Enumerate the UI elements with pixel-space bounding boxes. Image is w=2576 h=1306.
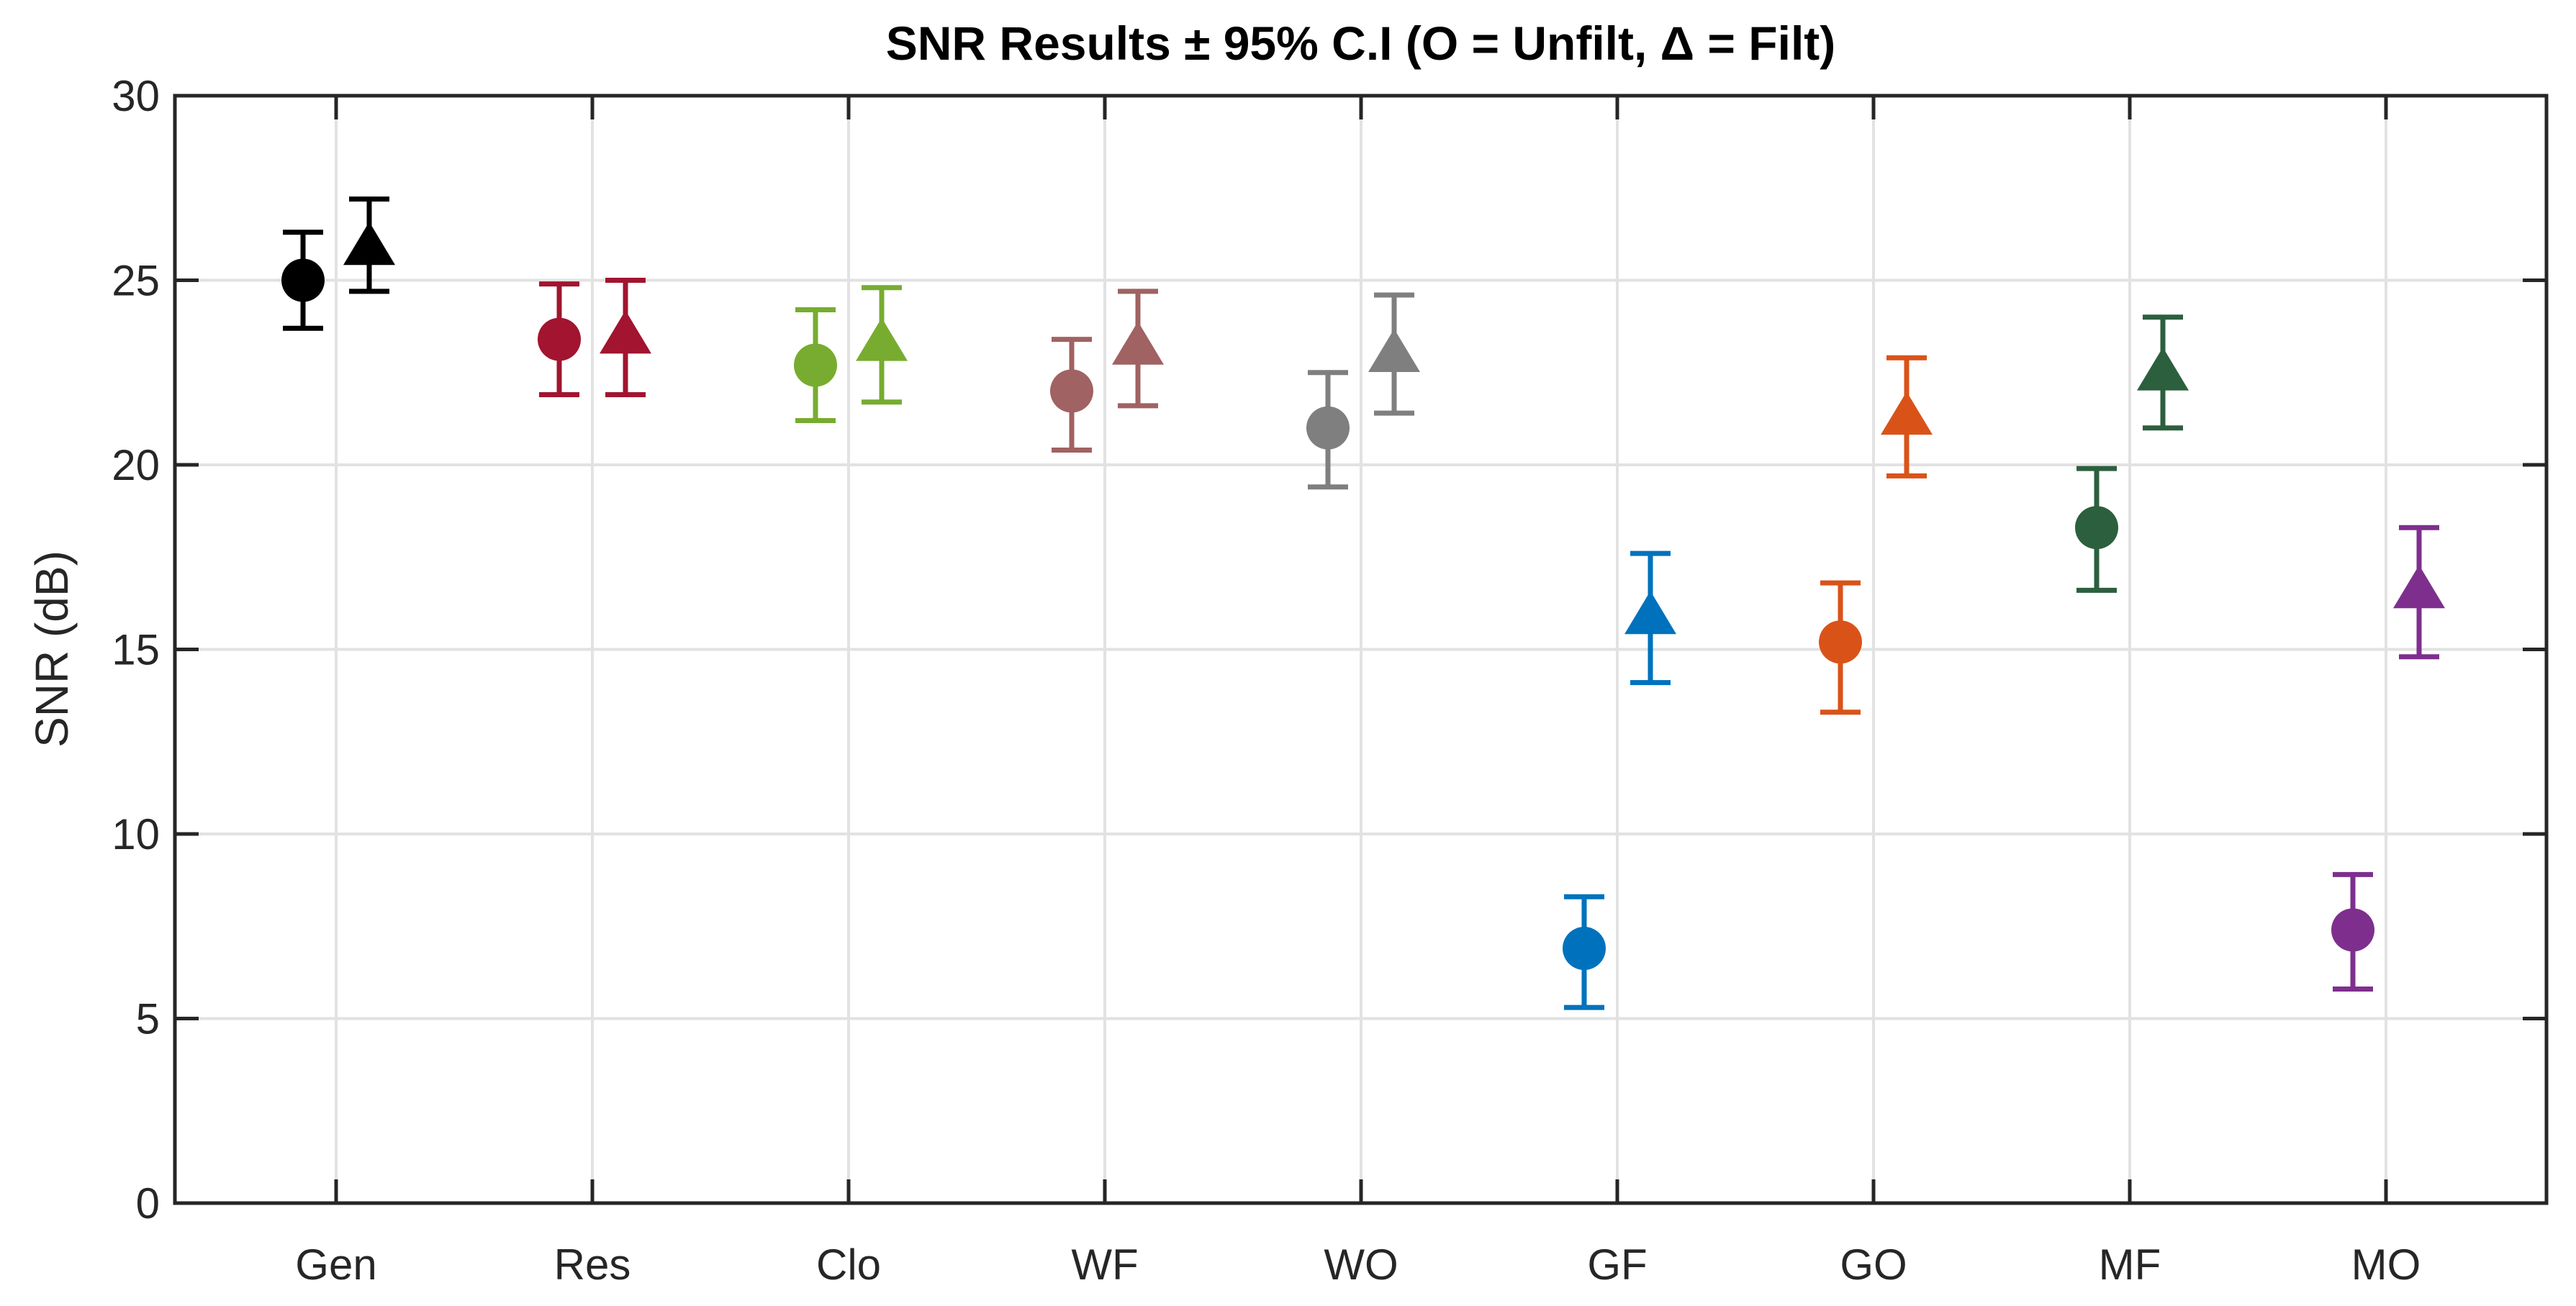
- x-tick-label-wf: WF: [1071, 1241, 1138, 1289]
- marker-triangle-gen-filt: [343, 222, 395, 266]
- marker-circle-gen-unfilt: [281, 258, 325, 302]
- marker-circle-mf-unfilt: [2075, 506, 2118, 550]
- chart-title: SNR Results ± 95% C.I (O = Unfilt, Δ = F…: [885, 17, 1836, 70]
- x-tick-label-gf: GF: [1587, 1241, 1647, 1289]
- y-tick-label-15: 15: [112, 626, 160, 674]
- y-tick-label-5: 5: [136, 995, 160, 1043]
- y-tick-label-10: 10: [112, 810, 160, 858]
- y-tick-label-0: 0: [136, 1179, 160, 1228]
- x-tick-label-res: Res: [554, 1241, 631, 1289]
- marker-circle-gf-unfilt: [1563, 927, 1606, 971]
- marker-circle-go-unfilt: [1819, 620, 1862, 664]
- x-tick-label-gen: Gen: [295, 1241, 376, 1289]
- marker-triangle-wo-filt: [1368, 328, 1420, 372]
- marker-triangle-res-filt: [600, 310, 651, 354]
- x-tick-label-clo: Clo: [816, 1241, 881, 1289]
- marker-circle-res-unfilt: [538, 317, 581, 361]
- marker-triangle-wf-filt: [1112, 321, 1164, 365]
- marker-triangle-clo-filt: [856, 317, 908, 361]
- marker-circle-clo-unfilt: [794, 343, 837, 387]
- x-tick-label-mo: MO: [2351, 1241, 2421, 1289]
- marker-triangle-gf-filt: [1624, 591, 1676, 635]
- marker-triangle-go-filt: [1881, 391, 1933, 435]
- marker-circle-wo-unfilt: [1306, 406, 1350, 450]
- y-tick-label-25: 25: [112, 257, 160, 305]
- y-tick-label-20: 20: [112, 441, 160, 489]
- x-tick-label-mf: MF: [2099, 1241, 2161, 1289]
- marker-circle-wf-unfilt: [1050, 369, 1093, 413]
- marker-triangle-mo-filt: [2393, 565, 2445, 609]
- y-tick-label-30: 30: [112, 72, 160, 120]
- marker-triangle-mf-filt: [2137, 347, 2189, 391]
- x-tick-label-go: GO: [1840, 1241, 1907, 1289]
- marker-circle-mo-unfilt: [2331, 908, 2374, 952]
- x-tick-label-wo: WO: [1324, 1241, 1398, 1289]
